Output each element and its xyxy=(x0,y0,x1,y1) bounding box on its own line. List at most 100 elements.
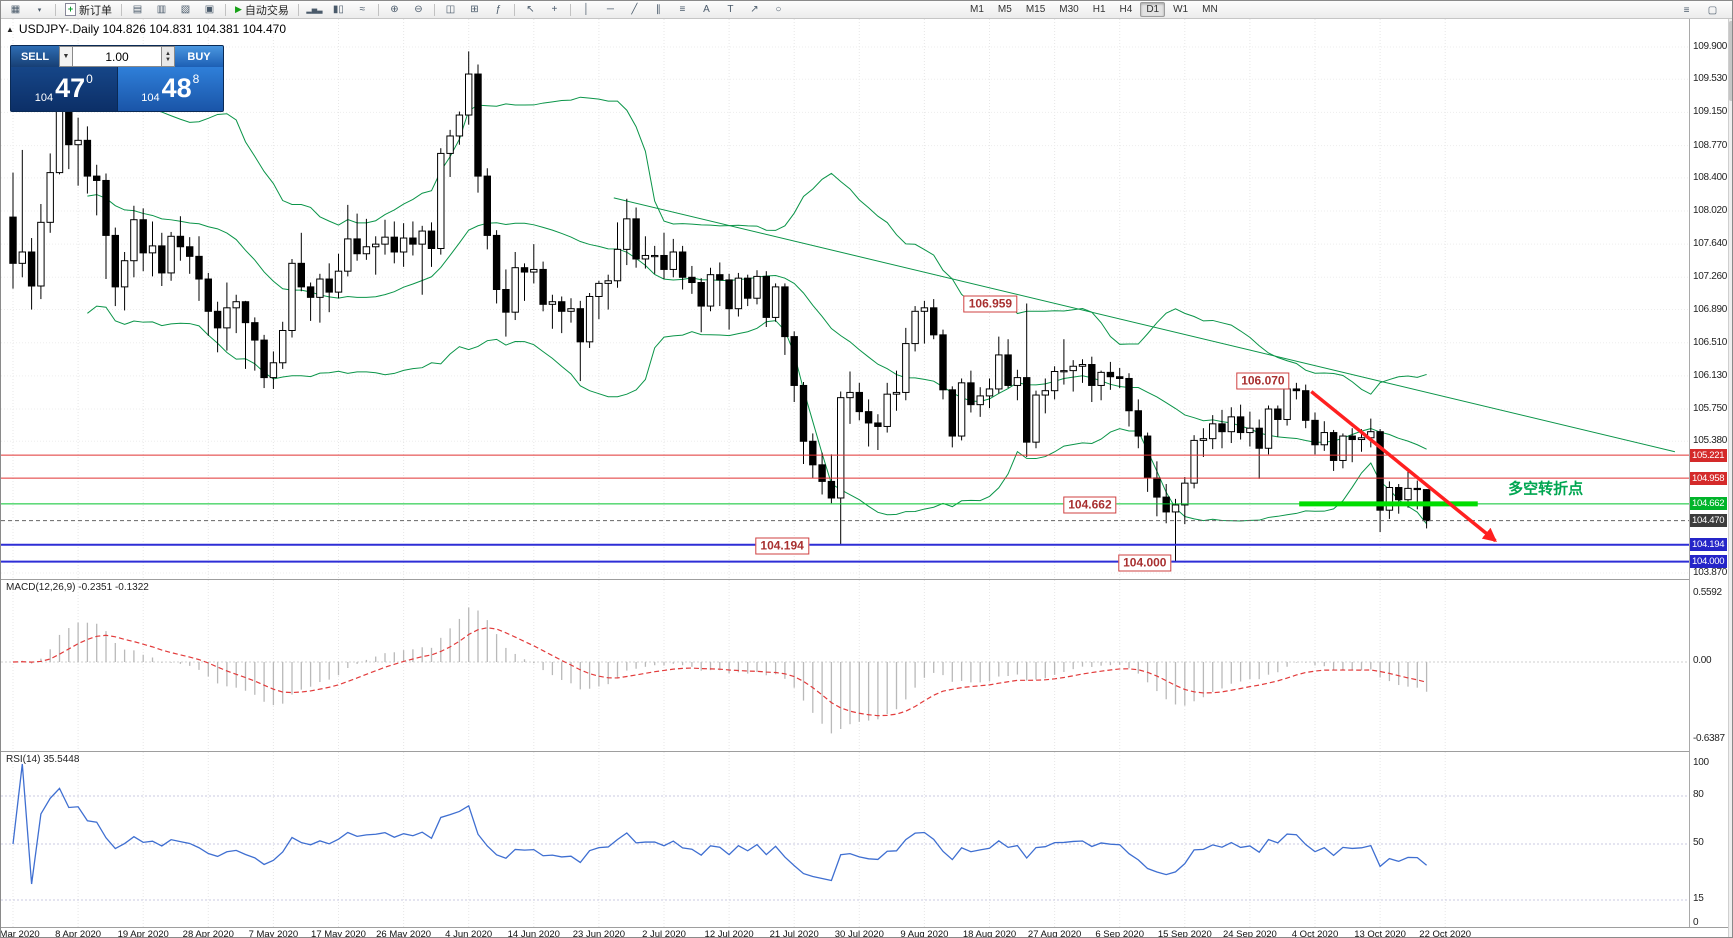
date-label: 2 Jul 2020 xyxy=(642,929,686,938)
price-line-badge: 105.221 xyxy=(1690,448,1727,462)
macd-scale[interactable]: 0.5592 0.00 -0.6387 xyxy=(1690,579,1728,751)
autotrade-button[interactable]: ▶ 自动交易 xyxy=(230,1,294,18)
timeframe-MN[interactable]: MN xyxy=(1202,4,1218,15)
toolbar-separator xyxy=(377,3,379,16)
line-chart-icon[interactable]: ≈ xyxy=(359,4,366,15)
date-label: 18 Aug 2020 xyxy=(962,929,1017,938)
price-tick-label: 106.510 xyxy=(1693,336,1728,348)
timeframe-M1[interactable]: M1 xyxy=(970,4,984,15)
toolbar-separator xyxy=(513,3,515,16)
bollinger-upper xyxy=(87,78,1427,395)
rsi-tick-label: 100 xyxy=(1693,757,1709,768)
price-tick-label: 109.530 xyxy=(1693,73,1728,85)
price-line-badge: 104.194 xyxy=(1690,538,1727,552)
rsi-tick-label: 15 xyxy=(1693,893,1704,904)
market-watch-icon[interactable]: ▤ xyxy=(132,4,143,15)
price-tick-label: 105.750 xyxy=(1693,403,1728,414)
navigator-icon[interactable]: ▧ xyxy=(180,4,191,15)
toolbar-separator xyxy=(297,3,299,16)
scrollbar-thumb[interactable] xyxy=(1729,21,1732,101)
rsi-chart[interactable] xyxy=(1,752,1689,927)
cursor-icon[interactable]: ↖ xyxy=(526,4,535,15)
text-tool-icon[interactable]: A xyxy=(703,4,710,15)
toolbar-separator xyxy=(569,3,571,16)
rsi-scale[interactable]: 100 80 50 15 0 xyxy=(1690,751,1728,928)
fibonacci-icon[interactable]: ≡ xyxy=(679,4,686,15)
date-label: 23 Jun 2020 xyxy=(572,929,626,938)
date-label: 22 Oct 2020 xyxy=(1419,929,1472,938)
timeframe-M5[interactable]: M5 xyxy=(997,4,1012,15)
price-tick-label: 106.890 xyxy=(1693,303,1728,315)
cascade-windows-icon[interactable]: ⊞ xyxy=(470,4,479,15)
trendline-icon[interactable]: ╱ xyxy=(631,4,638,15)
candlestick-chart[interactable] xyxy=(1,19,1689,579)
date-label: 9 Aug 2020 xyxy=(900,929,949,938)
macd-chart[interactable] xyxy=(1,580,1689,751)
date-label: 14 Jun 2020 xyxy=(507,929,560,938)
sell-price-button[interactable]: 104 47 0 xyxy=(11,67,117,111)
rsi-tick-label: 80 xyxy=(1693,789,1704,800)
toolbar-separator xyxy=(433,3,435,16)
timeframe-H4[interactable]: H4 xyxy=(1119,4,1133,15)
bearish-arrow xyxy=(1310,390,1497,543)
label-tool-icon[interactable]: T xyxy=(727,4,734,15)
timeframe-M15[interactable]: M15 xyxy=(1025,4,1046,15)
date-label: 17 May 2020 xyxy=(311,929,366,938)
scale-separator xyxy=(1689,19,1690,927)
toolbar-separator xyxy=(121,3,122,16)
crosshair-icon[interactable]: + xyxy=(551,4,558,15)
buy-price-button[interactable]: 104 48 8 xyxy=(117,67,223,111)
date-label: 7 May 2020 xyxy=(248,929,299,938)
tile-windows-icon[interactable]: ◫ xyxy=(445,4,456,15)
price-line-badge: 104.662 xyxy=(1690,497,1727,511)
one-click-toggle-icon[interactable]: ▲ xyxy=(6,24,14,34)
timeframe-W1[interactable]: W1 xyxy=(1173,4,1189,15)
sell-price-pip: 0 xyxy=(86,72,93,86)
channel-icon[interactable]: ∥ xyxy=(655,4,661,15)
zoom-out-icon[interactable]: ⊖ xyxy=(414,4,423,15)
chart-profile-dropdown-icon[interactable]: ▾ xyxy=(37,6,42,14)
volume-stepper[interactable]: ▲ ▼ xyxy=(162,46,175,67)
data-window-icon[interactable]: ▥ xyxy=(156,4,167,15)
date-label: 6 Sep 2020 xyxy=(1095,929,1144,938)
rsi-line xyxy=(12,763,1428,885)
timeframe-M30[interactable]: M30 xyxy=(1059,4,1079,15)
horizontal-line-icon[interactable]: ─ xyxy=(606,4,614,15)
bollinger-lower xyxy=(87,305,1427,525)
shapes-tool-icon[interactable]: ○ xyxy=(775,4,782,15)
timeframe-H1[interactable]: H1 xyxy=(1092,4,1106,15)
indicators-icon[interactable]: ƒ xyxy=(495,4,502,15)
price-scale[interactable]: 109.900 109.530 109.150 108.770 108.400 108.0… xyxy=(1690,19,1728,579)
bar-chart-icon[interactable]: ▂▅▃ xyxy=(306,6,323,14)
volume-dropdown[interactable]: ▼ xyxy=(59,46,73,67)
vertical-line-icon[interactable]: │ xyxy=(583,4,590,15)
vertical-scrollbar[interactable] xyxy=(1728,19,1732,937)
date-axis[interactable]: 30 Mar 2020 8 Apr 2020 19 Apr 2020 28 Apr 2… xyxy=(1,927,1732,938)
price-tick-label: 107.260 xyxy=(1693,271,1728,283)
arrow-tool-icon[interactable]: ↗ xyxy=(750,4,759,15)
price-line-badge: 104.000 xyxy=(1690,555,1727,569)
volume-input[interactable]: 1.00 xyxy=(73,46,162,67)
rsi-label: RSI(14) 35.5448 xyxy=(6,754,80,765)
one-click-trading-panel: SELL ▼ 1.00 ▲ ▼ BUY 104 47 0 104 48 8 xyxy=(10,45,224,112)
new-chart-icon[interactable]: ▦ xyxy=(10,4,21,15)
window-icon[interactable]: ▢ xyxy=(1707,5,1718,16)
price-tick-label: 109.900 xyxy=(1693,41,1728,52)
timeframe-D1[interactable]: D1 xyxy=(1140,2,1166,17)
price-tick-label: 108.770 xyxy=(1693,139,1728,151)
price-tick-label: 109.150 xyxy=(1693,106,1728,118)
date-label: 30 Mar 2020 xyxy=(1,929,40,938)
price-tick-label: 106.130 xyxy=(1693,369,1728,381)
terminal-icon[interactable]: ▣ xyxy=(204,4,215,15)
date-label: 26 May 2020 xyxy=(376,929,432,938)
new-order-button[interactable]: + 新订单 xyxy=(60,1,117,18)
macd-signal-line xyxy=(12,627,1427,717)
zoom-in-icon[interactable]: ⊕ xyxy=(390,4,399,15)
chart-list-icon[interactable]: ≡ xyxy=(1683,5,1690,16)
sell-button[interactable]: SELL xyxy=(11,46,59,67)
chart-title: ▲ USDJPY-.Daily 104.826 104.831 104.381 … xyxy=(6,22,286,36)
date-label: 28 Apr 2020 xyxy=(182,929,234,938)
date-label: 12 Jul 2020 xyxy=(704,929,754,938)
candlestick-chart-icon[interactable]: ▮▯ xyxy=(332,4,344,15)
buy-button[interactable]: BUY xyxy=(175,46,223,67)
